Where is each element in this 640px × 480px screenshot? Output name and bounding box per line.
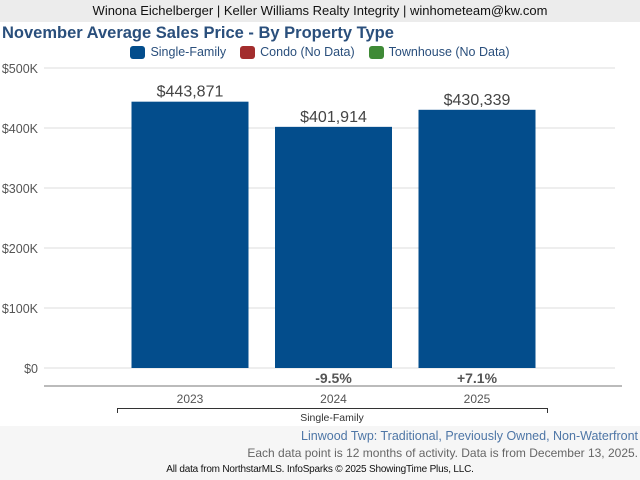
- change-label: -9.5%: [315, 370, 352, 386]
- agent-header: Winona Eichelberger | Keller Williams Re…: [0, 0, 640, 22]
- legend-swatch: [130, 45, 146, 59]
- change-label: +7.1%: [457, 370, 498, 386]
- legend: Single-Family Condo (No Data) Townhouse …: [0, 45, 640, 59]
- legend-label: Townhouse (No Data): [388, 45, 510, 59]
- legend-item-condo[interactable]: Condo (No Data): [240, 45, 355, 59]
- bar-value-label: $430,339: [444, 92, 511, 109]
- legend-label: Condo (No Data): [260, 45, 355, 59]
- y-tick-label: $200K: [2, 242, 39, 256]
- y-tick-label: $500K: [2, 62, 39, 76]
- x-tick-label: 2024: [320, 392, 347, 406]
- group-label: Single-Family: [300, 412, 364, 424]
- legend-item-townhouse[interactable]: Townhouse (No Data): [368, 45, 510, 59]
- footer-background: [0, 426, 640, 480]
- credit: All data from NorthstarMLS. InfoSparks ©…: [166, 464, 474, 475]
- legend-label: Single-Family: [150, 45, 227, 59]
- bar: [275, 126, 392, 369]
- legend-swatch: [368, 45, 384, 59]
- x-tick-label: 2025: [464, 392, 491, 406]
- bar: [418, 109, 536, 368]
- bar-chart: $0 $100K $200K $300K $400K $500K $443,871 2023 $…: [2, 62, 622, 424]
- y-tick-label: $400K: [2, 122, 39, 136]
- bar-value-label: $401,914: [300, 109, 367, 126]
- x-tick-label: 2023: [177, 392, 204, 406]
- bar: [131, 101, 249, 368]
- group-bracket: [117, 408, 548, 413]
- legend-item-single-family[interactable]: Single-Family: [130, 45, 226, 59]
- area-description: Linwood Twp: Traditional, Previously Own…: [301, 429, 638, 443]
- y-tick-label: $100K: [2, 302, 39, 316]
- legend-swatch: [240, 45, 256, 59]
- y-tick-label: $0: [24, 362, 38, 376]
- data-note: Each data point is 12 months of activity…: [247, 446, 638, 460]
- chart-title: November Average Sales Price - By Proper…: [2, 24, 394, 42]
- y-tick-label: $300K: [2, 182, 39, 196]
- bar-value-label: $443,871: [157, 84, 224, 101]
